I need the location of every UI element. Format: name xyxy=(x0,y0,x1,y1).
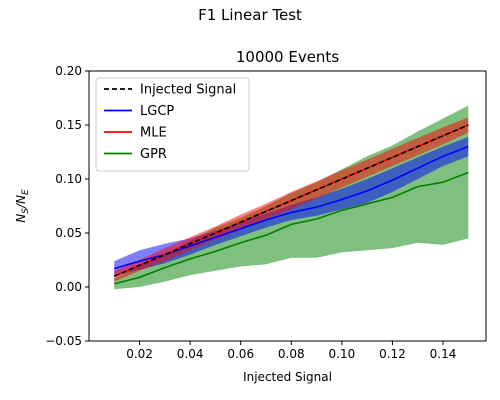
y-tick-label: 0.20 xyxy=(55,64,82,78)
y-tick-label: 0.15 xyxy=(55,118,82,132)
x-tick-label: 0.08 xyxy=(278,347,305,361)
legend-label-injected-signal: Injected Signal xyxy=(140,83,236,98)
y-label-subscript: E xyxy=(21,189,31,195)
series-lines xyxy=(113,124,469,285)
legend-label-gpr: GPR xyxy=(140,147,167,162)
legend-box xyxy=(95,77,250,172)
y-tick-label: −0.05 xyxy=(45,334,82,348)
x-tick-label: 0.04 xyxy=(177,347,204,361)
y-axis-ticks: −0.05 0.00 0.05 0.10 0.15 0.20 xyxy=(45,64,89,348)
y-tick-label: 0.05 xyxy=(55,226,82,240)
chart-title: 10000 Events xyxy=(236,48,339,66)
y-label-subscript: S xyxy=(21,208,31,214)
figure-suptitle: F1 Linear Test xyxy=(198,6,302,24)
x-axis-label: Injected Signal xyxy=(243,370,332,384)
y-label-text: N xyxy=(14,214,28,223)
x-tick-label: 0.02 xyxy=(126,347,153,361)
legend: Injected Signal LGCP MLE GPR xyxy=(95,77,250,172)
x-tick-label: 0.12 xyxy=(379,347,406,361)
mle-band xyxy=(114,117,469,282)
gpr-line xyxy=(114,171,469,285)
x-tick-label: 0.10 xyxy=(329,347,356,361)
plot-frame xyxy=(88,70,487,342)
y-axis-label: NS/NE xyxy=(14,189,31,223)
y-tick-label: 0.00 xyxy=(55,280,82,294)
y-tick-label: 0.10 xyxy=(55,172,82,186)
injected-signal-line xyxy=(113,124,469,277)
y-label-text: /N xyxy=(14,195,28,209)
x-tick-label: 0.06 xyxy=(227,347,254,361)
x-axis-ticks: 0.02 0.04 0.06 0.08 0.10 0.12 0.14 xyxy=(126,341,456,361)
legend-label-mle: MLE xyxy=(140,126,167,141)
legend-label-lgcp: LGCP xyxy=(140,104,174,119)
x-tick-label: 0.14 xyxy=(430,347,457,361)
